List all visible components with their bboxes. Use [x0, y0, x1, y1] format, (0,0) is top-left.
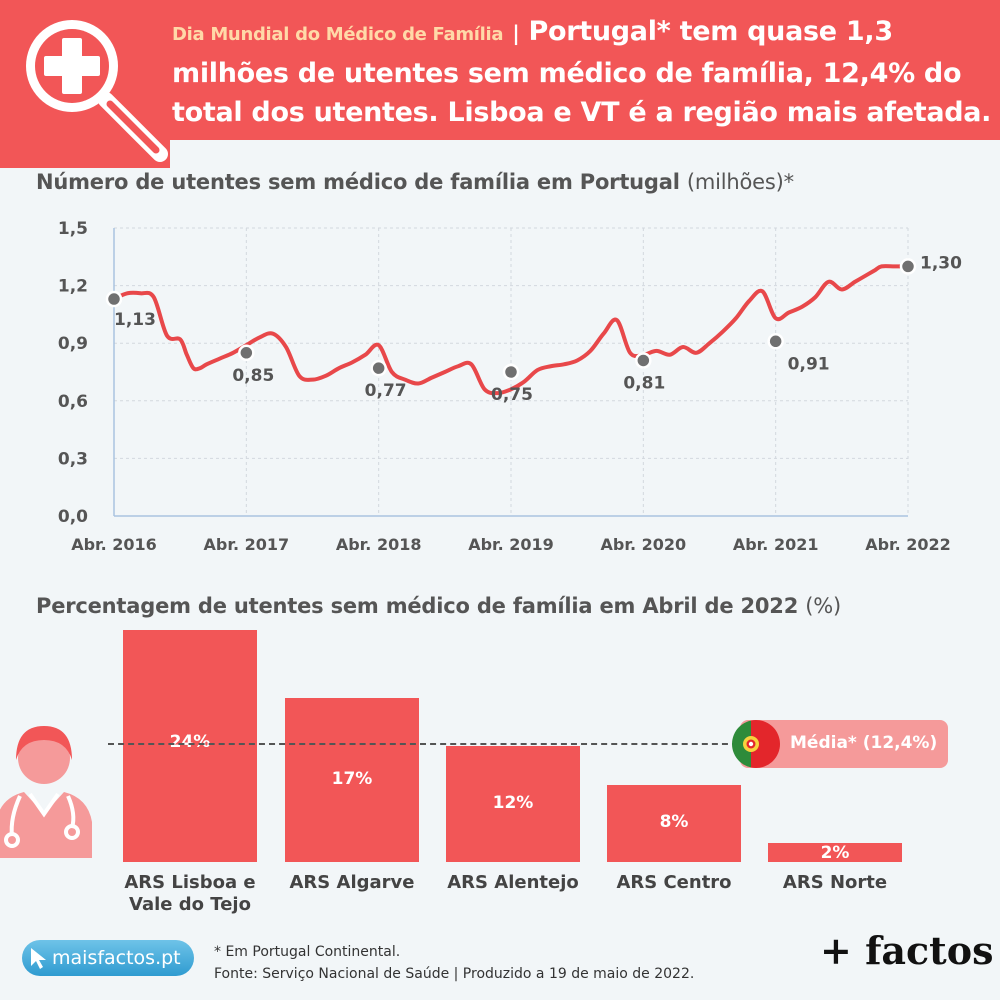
headline-kicker: Dia Mundial do Médico de Família: [172, 24, 504, 45]
data-point-marker: [899, 258, 917, 275]
category-label: ARS Norte: [782, 872, 888, 893]
bar: 8%: [607, 784, 741, 862]
bar: 17%: [285, 697, 419, 862]
site-link-badge[interactable]: [22, 940, 194, 976]
footnote-scope: * Em Portugal Continental.: [214, 944, 401, 960]
line-chart-title: Número de utentes sem médico de família …: [36, 170, 794, 194]
headline-part-3: total dos utentes. Lisboa e VT é a regiã…: [172, 97, 992, 128]
series-line: [112, 264, 910, 396]
headline: Dia Mundial do Médico de Família | Portu…: [172, 12, 992, 132]
line-chart: 0,0 0,3 0,6 0,9 1,2 1,5 Abr. 2016 Abr. 2017 Abr.…: [58, 219, 962, 554]
bar-chart-title-text: Percentagem de utentes sem médico de fam…: [36, 594, 799, 618]
category-label: ARS Alentejo: [447, 872, 579, 893]
footnote: * Em Portugal Continental. Fonte: Serviç…: [214, 941, 694, 985]
bar: 12%: [446, 746, 580, 862]
data-point-marker: [105, 290, 123, 308]
x-tick-label: Abr. 2018: [336, 535, 422, 554]
category-label: ARS Algarve: [289, 872, 415, 893]
footnote-source: Fonte: Serviço Nacional de Saúde | Produ…: [214, 966, 695, 982]
y-tick-label: 1,2: [58, 277, 88, 297]
bar-chart-unit: (%): [805, 594, 841, 618]
y-tick-label: 1,5: [58, 219, 88, 239]
line-chart-unit: (milhões)*: [686, 170, 794, 194]
headline-separator: |: [512, 21, 520, 45]
data-point-label: 0,91: [788, 354, 830, 374]
data-point-marker: [767, 333, 784, 350]
data-point-label: 1,30: [920, 253, 962, 273]
doctor-icon: [0, 726, 92, 858]
category-label: ARS Lisboa e Vale do Tejo: [124, 872, 256, 915]
data-point-marker: [502, 363, 520, 381]
headline-part-1: Portugal* tem quase 1,3: [528, 16, 894, 47]
line-chart-title-text: Número de utentes sem médico de família …: [36, 170, 680, 194]
data-point-label: 0,81: [623, 373, 665, 393]
y-tick-label: 0,9: [58, 334, 88, 354]
headline-part-2: milhões de utentes sem médico de família…: [172, 58, 962, 89]
data-point-marker: [238, 344, 255, 362]
bar: 2%: [768, 842, 902, 863]
magnifier-plus-icon: [26, 20, 168, 162]
bar-value-label: 12%: [492, 793, 534, 813]
x-tick-label: Abr. 2020: [601, 535, 687, 554]
bar-value-label: 24%: [169, 732, 211, 752]
data-point-label: 0,85: [232, 366, 274, 386]
average-label: Média* (12,4%): [790, 733, 938, 753]
brand-logo: + factos: [820, 928, 994, 973]
x-tick-label: Abr. 2022: [865, 535, 951, 554]
bar-chart-title: Percentagem de utentes sem médico de fam…: [36, 594, 841, 618]
bar-value-label: 17%: [331, 768, 373, 789]
average-reference-line: [108, 743, 738, 745]
y-tick-label: 0,0: [58, 507, 88, 527]
data-point-marker: [635, 352, 652, 369]
data-point-label: 1,13: [114, 310, 156, 330]
header-banner: [0, 0, 1000, 140]
y-tick-label: 0,3: [58, 449, 88, 469]
x-tick-label: Abr. 2019: [468, 535, 554, 554]
x-tick-label: Abr. 2021: [733, 535, 819, 554]
data-point-label: 0,75: [491, 385, 533, 405]
data-point-label: 0,77: [365, 381, 407, 401]
category-label: ARS Centro: [616, 872, 732, 893]
data-point-marker: [370, 359, 387, 377]
cursor-icon: [31, 948, 46, 969]
site-link[interactable]: maisfactos.pt: [52, 947, 181, 969]
y-tick-label: 0,6: [58, 392, 88, 412]
bar-value-label: 2%: [820, 842, 850, 863]
bar-value-label: 8%: [659, 812, 689, 833]
x-tick-label: Abr. 2017: [204, 535, 290, 554]
x-tick-label: Abr. 2016: [71, 535, 157, 554]
bar: 24%: [123, 630, 257, 862]
portugal-flag-icon: [732, 720, 780, 768]
